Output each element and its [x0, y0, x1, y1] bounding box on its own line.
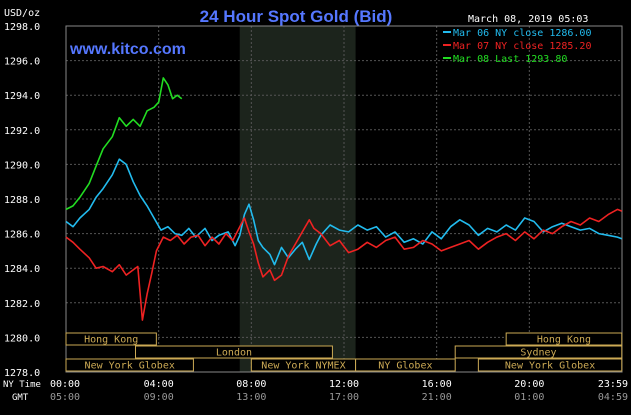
legend-entry-1: Mar 06 NY close 1286.00: [453, 28, 591, 39]
y-tick-label: 1292.0: [4, 126, 40, 137]
session-label: NY Globex: [378, 361, 432, 372]
website-label: www.kitco.com: [69, 41, 186, 58]
y-tick-label: 1290.0: [4, 160, 40, 171]
session-bar: [65, 358, 194, 372]
session-bar: [355, 358, 456, 372]
session-label: Hong Kong: [537, 335, 591, 346]
x-tick-label-ny: 16:00: [422, 379, 452, 390]
ny-time-row-label: NY Time: [3, 380, 41, 390]
session-bar: [454, 345, 623, 359]
session-bar: [65, 332, 157, 346]
session-label: New York Globex: [85, 361, 175, 372]
y-axis-label: USD/oz: [4, 8, 40, 19]
legend-swatch-3: [443, 57, 451, 59]
legend-entry-2: Mar 07 NY close 1285.20: [453, 41, 591, 52]
x-tick-label-ny: 23:59: [598, 379, 628, 390]
gmt-row-label: GMT: [12, 393, 29, 403]
date-label: March 08, 2019 05:03: [468, 14, 588, 25]
x-tick-label-ny: 20:00: [514, 379, 544, 390]
chart-title: 24 Hour Spot Gold (Bid): [200, 7, 393, 26]
x-tick-label-gmt: 21:00: [422, 392, 452, 403]
legend-swatch-2: [443, 44, 451, 46]
session-bar: [477, 358, 623, 372]
y-tick-label: 1296.0: [4, 57, 40, 68]
series-line-2: [65, 208, 623, 321]
x-tick-label-gmt: 04:59: [598, 392, 628, 403]
session-bar: [505, 332, 623, 346]
x-tick-label-ny: 12:00: [329, 379, 359, 390]
x-tick-label-gmt: 05:00: [50, 392, 80, 403]
x-tick-label-ny: 08:00: [236, 379, 266, 390]
x-tick-label-ny: 04:00: [144, 379, 174, 390]
legend-swatch-1: [443, 31, 451, 33]
y-tick-label: 1284.0: [4, 264, 40, 275]
series-line-1: [65, 158, 623, 266]
x-tick-label-gmt: 09:00: [144, 392, 174, 403]
x-tick-label-gmt: 13:00: [236, 392, 266, 403]
legend-entry-3: Mar 08 Last 1293.80: [453, 54, 567, 65]
y-tick-label: 1286.0: [4, 230, 40, 241]
session-label: Hong Kong: [84, 335, 138, 346]
plot-layer: 1298.0 1296.0 1294.0 1292.0 1290.0 1288.0 1286…: [4, 22, 628, 403]
session-label: New York Globex: [505, 361, 595, 372]
legend: Mar 06 NY close 1286.00 Mar 07 NY close 1…: [443, 28, 591, 65]
y-tick-label: 1294.0: [4, 91, 40, 102]
plot-border: [65, 25, 623, 373]
session-label: Sydney: [520, 348, 556, 359]
y-tick-label: 1288.0: [4, 195, 40, 206]
session-bar: [135, 345, 333, 359]
y-tick-label: 1280.0: [4, 333, 40, 344]
x-tick-label-gmt: 17:00: [329, 392, 359, 403]
session-label: London: [216, 348, 252, 359]
series-line-3: [65, 77, 183, 211]
session-label: New York NYMEX: [261, 361, 345, 372]
y-tick-label: 1278.0: [4, 368, 40, 379]
x-tick-label-gmt: 01:00: [514, 392, 544, 403]
y-tick-label: 1282.0: [4, 299, 40, 310]
y-tick-label: 1298.0: [4, 22, 40, 33]
x-tick-label-ny: 00:00: [50, 379, 80, 390]
